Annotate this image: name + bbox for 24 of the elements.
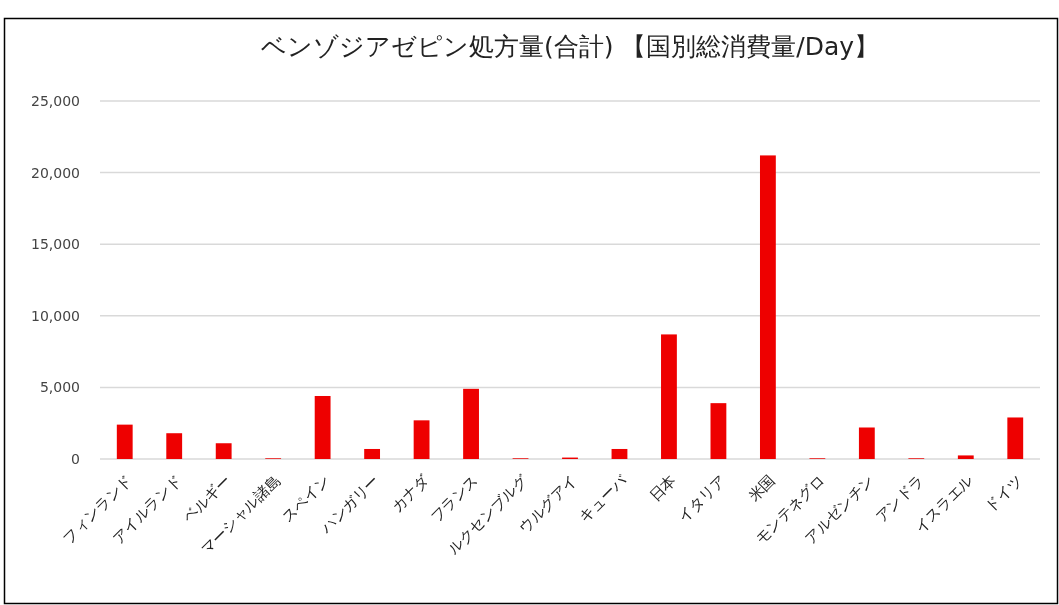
bar: [463, 388, 479, 459]
y-tick-label: 15,000: [31, 236, 80, 253]
x-tick-label: キューバ: [575, 470, 632, 527]
bar: [858, 427, 875, 459]
y-tick-label: 10,000: [31, 307, 80, 324]
bar: [314, 395, 331, 459]
x-tick-label: 米国: [744, 471, 779, 506]
bar: [116, 424, 133, 459]
bar: [661, 334, 677, 459]
y-tick-label: 25,000: [31, 93, 80, 109]
y-tick-label: 0: [71, 451, 80, 467]
chart-title: ベンゾジアゼピン処方量(合計) 【国別総消費量/Day】: [260, 32, 880, 61]
bar: [759, 155, 776, 459]
bar: [413, 420, 430, 459]
bar: [364, 448, 381, 459]
y-tick-label: 20,000: [31, 164, 80, 181]
bar: [710, 403, 727, 459]
bar: [611, 448, 628, 459]
y-tick-label: 5,000: [39, 379, 80, 396]
bar: [1007, 417, 1024, 459]
bar: [957, 455, 974, 459]
bar: [215, 443, 232, 459]
bar: [166, 433, 183, 459]
x-tick-label: ドイツ: [981, 471, 1027, 516]
